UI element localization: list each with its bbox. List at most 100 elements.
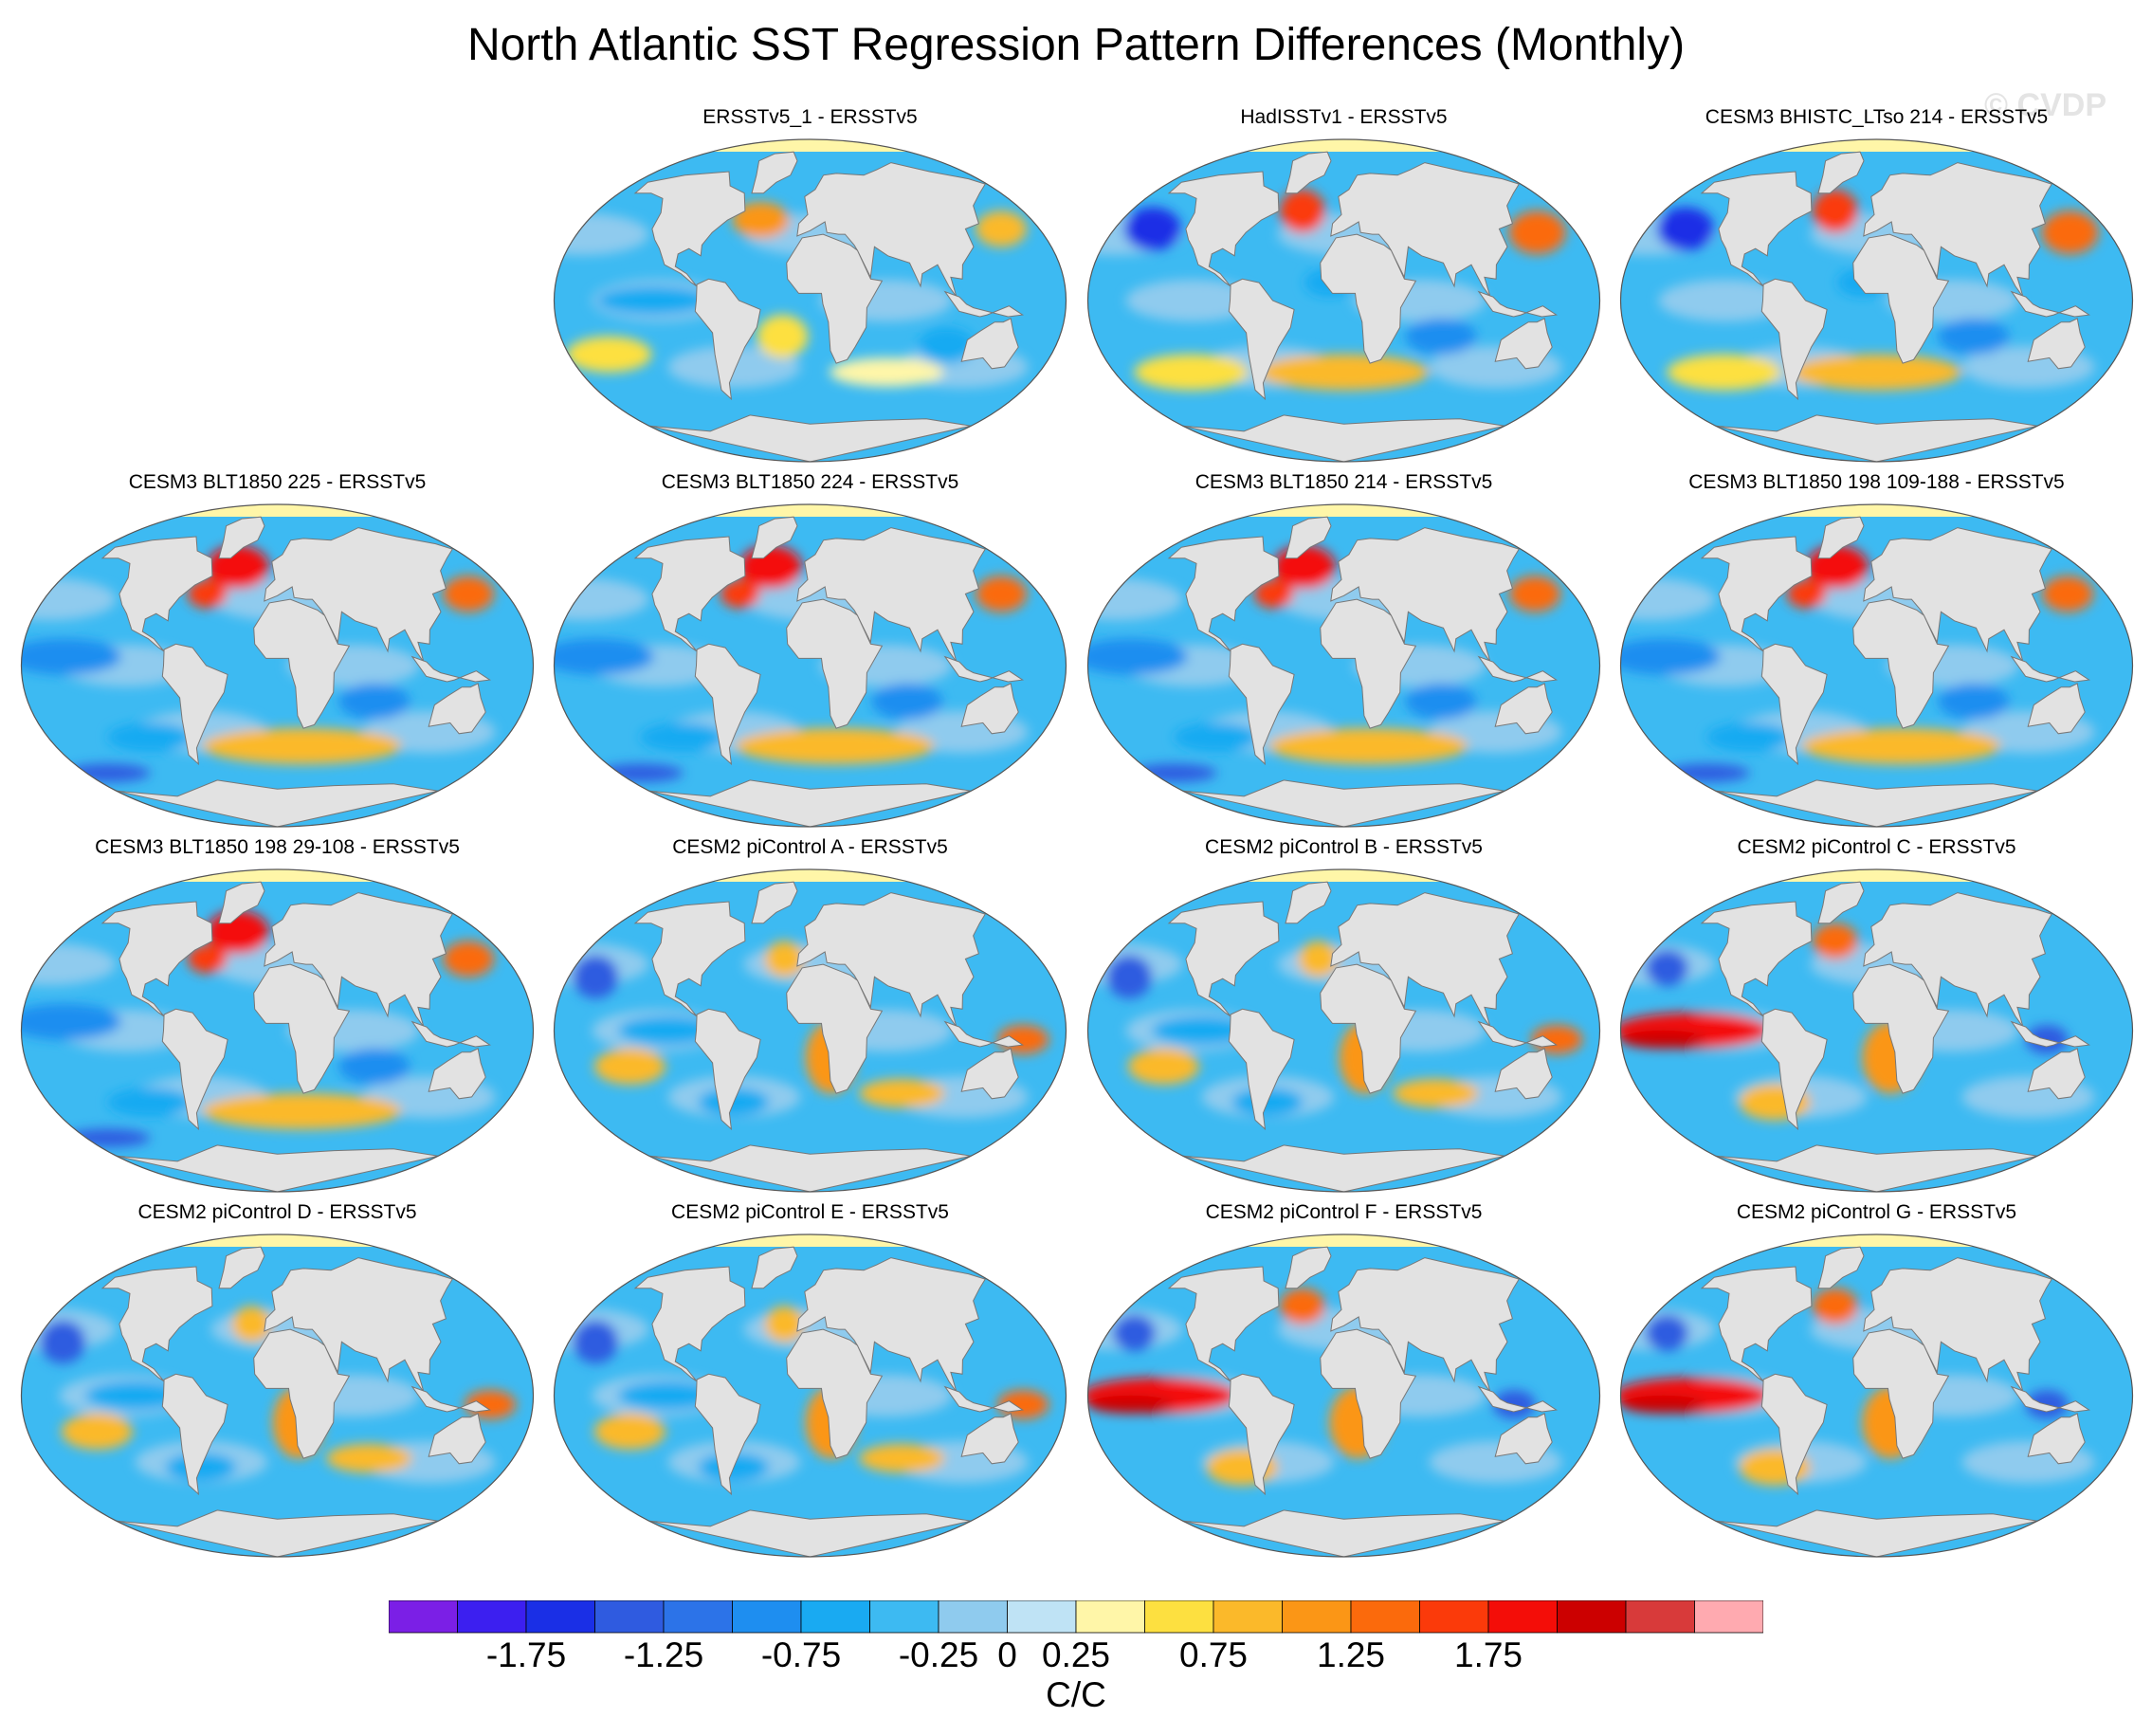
map-outline (20, 868, 535, 1193)
anomaly-blob (61, 1413, 133, 1450)
landmass-australia (1494, 1413, 1553, 1465)
landmass-australia (428, 1048, 486, 1100)
landmass-greenland (1285, 1246, 1332, 1289)
anomaly-band (1087, 578, 1183, 620)
anomaly-blob (1620, 638, 1721, 675)
anomaly-blob (593, 1048, 666, 1085)
anomaly-blob (1087, 1395, 1174, 1414)
landmass-antarctica (1182, 779, 1505, 827)
landmass-eurasia (1330, 527, 1520, 663)
map-outline (20, 1233, 535, 1558)
anomaly-blob (21, 638, 121, 675)
anomaly-blob (1620, 1030, 1706, 1049)
landmass-antarctica (1715, 779, 2038, 827)
panel-title: CESM2 piControl C - ERSSTv5 (1737, 836, 2016, 858)
anomaly-blob (1667, 354, 1781, 391)
anomaly-blob (1938, 318, 2010, 355)
anomaly-blob (618, 1380, 718, 1411)
landmass-australia (960, 683, 1019, 735)
landmass-south-america (1760, 278, 1828, 401)
anomaly-blob (1258, 354, 1430, 391)
colorbar-swatch (1144, 1600, 1214, 1634)
landmass-greenland (1817, 516, 1865, 559)
colorbar-swatch (1557, 1600, 1627, 1634)
sst-difference-map (1619, 503, 2134, 828)
landmass-north-america (1700, 171, 1813, 287)
panel-title: CESM3 BLT1850 224 - ERSSTv5 (661, 471, 959, 493)
landmass-indonesia (943, 290, 1025, 318)
landmass-africa (1320, 963, 1417, 1094)
anomaly-blob (830, 357, 944, 387)
landmass-australia (1494, 683, 1553, 735)
anomaly-blob (859, 1078, 945, 1108)
colorbar-swatch (457, 1600, 527, 1634)
anomaly-blob (859, 1443, 945, 1473)
sst-difference-map (553, 868, 1067, 1193)
landmass-africa (1320, 233, 1417, 364)
landmass-south-america (694, 278, 761, 401)
anomaly-blob (1645, 949, 1688, 986)
anomaly-band (554, 578, 649, 620)
anomaly-blob (732, 202, 790, 238)
anomaly-blob (735, 728, 935, 764)
arctic-band (554, 139, 1067, 152)
anomaly-blob (593, 1413, 666, 1450)
landmass-greenland (1817, 881, 1865, 924)
landmass-eurasia (1863, 892, 2052, 1028)
landmass-north-america (1700, 536, 1813, 652)
anomaly-band (21, 578, 117, 620)
map-outline (553, 868, 1067, 1193)
anomaly-blob (566, 336, 652, 373)
colorbar-units-label: C/C (1046, 1675, 1106, 1714)
anomaly-blob (757, 315, 809, 358)
anomaly-blob (85, 1380, 185, 1411)
colorbar-swatch (1625, 1600, 1695, 1634)
anomaly-blob (1127, 1048, 1199, 1085)
landmass-north-america (633, 901, 746, 1017)
landmass-north-america (1700, 1266, 1813, 1382)
landmass-antarctica (1715, 1144, 2038, 1192)
map-panel: CESM2 piControl E - ERSSTv5 (542, 1201, 1078, 1576)
anomaly-blob (1812, 923, 1858, 959)
map-panel: CESM2 piControl B - ERSSTv5 (1076, 836, 1612, 1211)
anomaly-blob (326, 1443, 412, 1473)
map-panel: CESM3 BHISTC_LTso 214 - ERSSTv5 (1609, 106, 2144, 481)
anomaly-blob (871, 683, 943, 720)
map-outline (553, 138, 1067, 463)
landmass-greenland (1817, 1246, 1865, 1289)
sst-difference-map (553, 1233, 1067, 1558)
panel-title: ERSSTv5_1 - ERSSTv5 (702, 106, 918, 128)
landmass-antarctica (1182, 1509, 1505, 1557)
panel-title: CESM3 BHISTC_LTso 214 - ERSSTv5 (1705, 106, 2049, 128)
map-panel: ERSSTv5_1 - ERSSTv5 (542, 106, 1078, 481)
arctic-band (1620, 139, 2133, 152)
anomaly-blob (618, 1015, 718, 1046)
sst-difference-map (1086, 138, 1601, 463)
landmass-eurasia (796, 162, 986, 298)
landmass-australia (960, 1048, 1019, 1100)
landmass-eurasia (1330, 1257, 1520, 1393)
landmass-greenland (1285, 516, 1332, 559)
landmass-north-america (100, 1266, 213, 1382)
anomaly-blob (1656, 207, 1714, 251)
map-panel: CESM2 piControl G - ERSSTv5 (1609, 1201, 2144, 1576)
landmass-south-america (694, 643, 761, 766)
landmass-indonesia (2010, 655, 2091, 683)
landmass-north-america (1167, 1266, 1280, 1382)
anomaly-blob (1405, 318, 1477, 355)
colorbar-tick-label: -1.75 (485, 1635, 567, 1674)
anomaly-blob (720, 579, 760, 609)
anomaly-blob (764, 1306, 805, 1343)
colorbar-swatch (800, 1600, 870, 1634)
map-panel: CESM3 BLT1850 198 109-188 - ERSSTv5 (1609, 471, 2144, 846)
colorbar-tick-label: 1.75 (1453, 1635, 1523, 1674)
anomaly-blob (976, 576, 1028, 612)
anomaly-blob (1134, 354, 1249, 391)
map-panel: CESM3 BLT1850 214 - ERSSTv5 (1076, 471, 1612, 846)
landmass-africa (253, 598, 351, 729)
anomaly-blob (443, 576, 495, 612)
colorbar-swatch (1350, 1600, 1420, 1634)
anomaly-blob (1123, 207, 1181, 251)
cvdp-watermark: © CVDP (1984, 87, 2106, 123)
landmass-greenland (218, 1246, 265, 1289)
